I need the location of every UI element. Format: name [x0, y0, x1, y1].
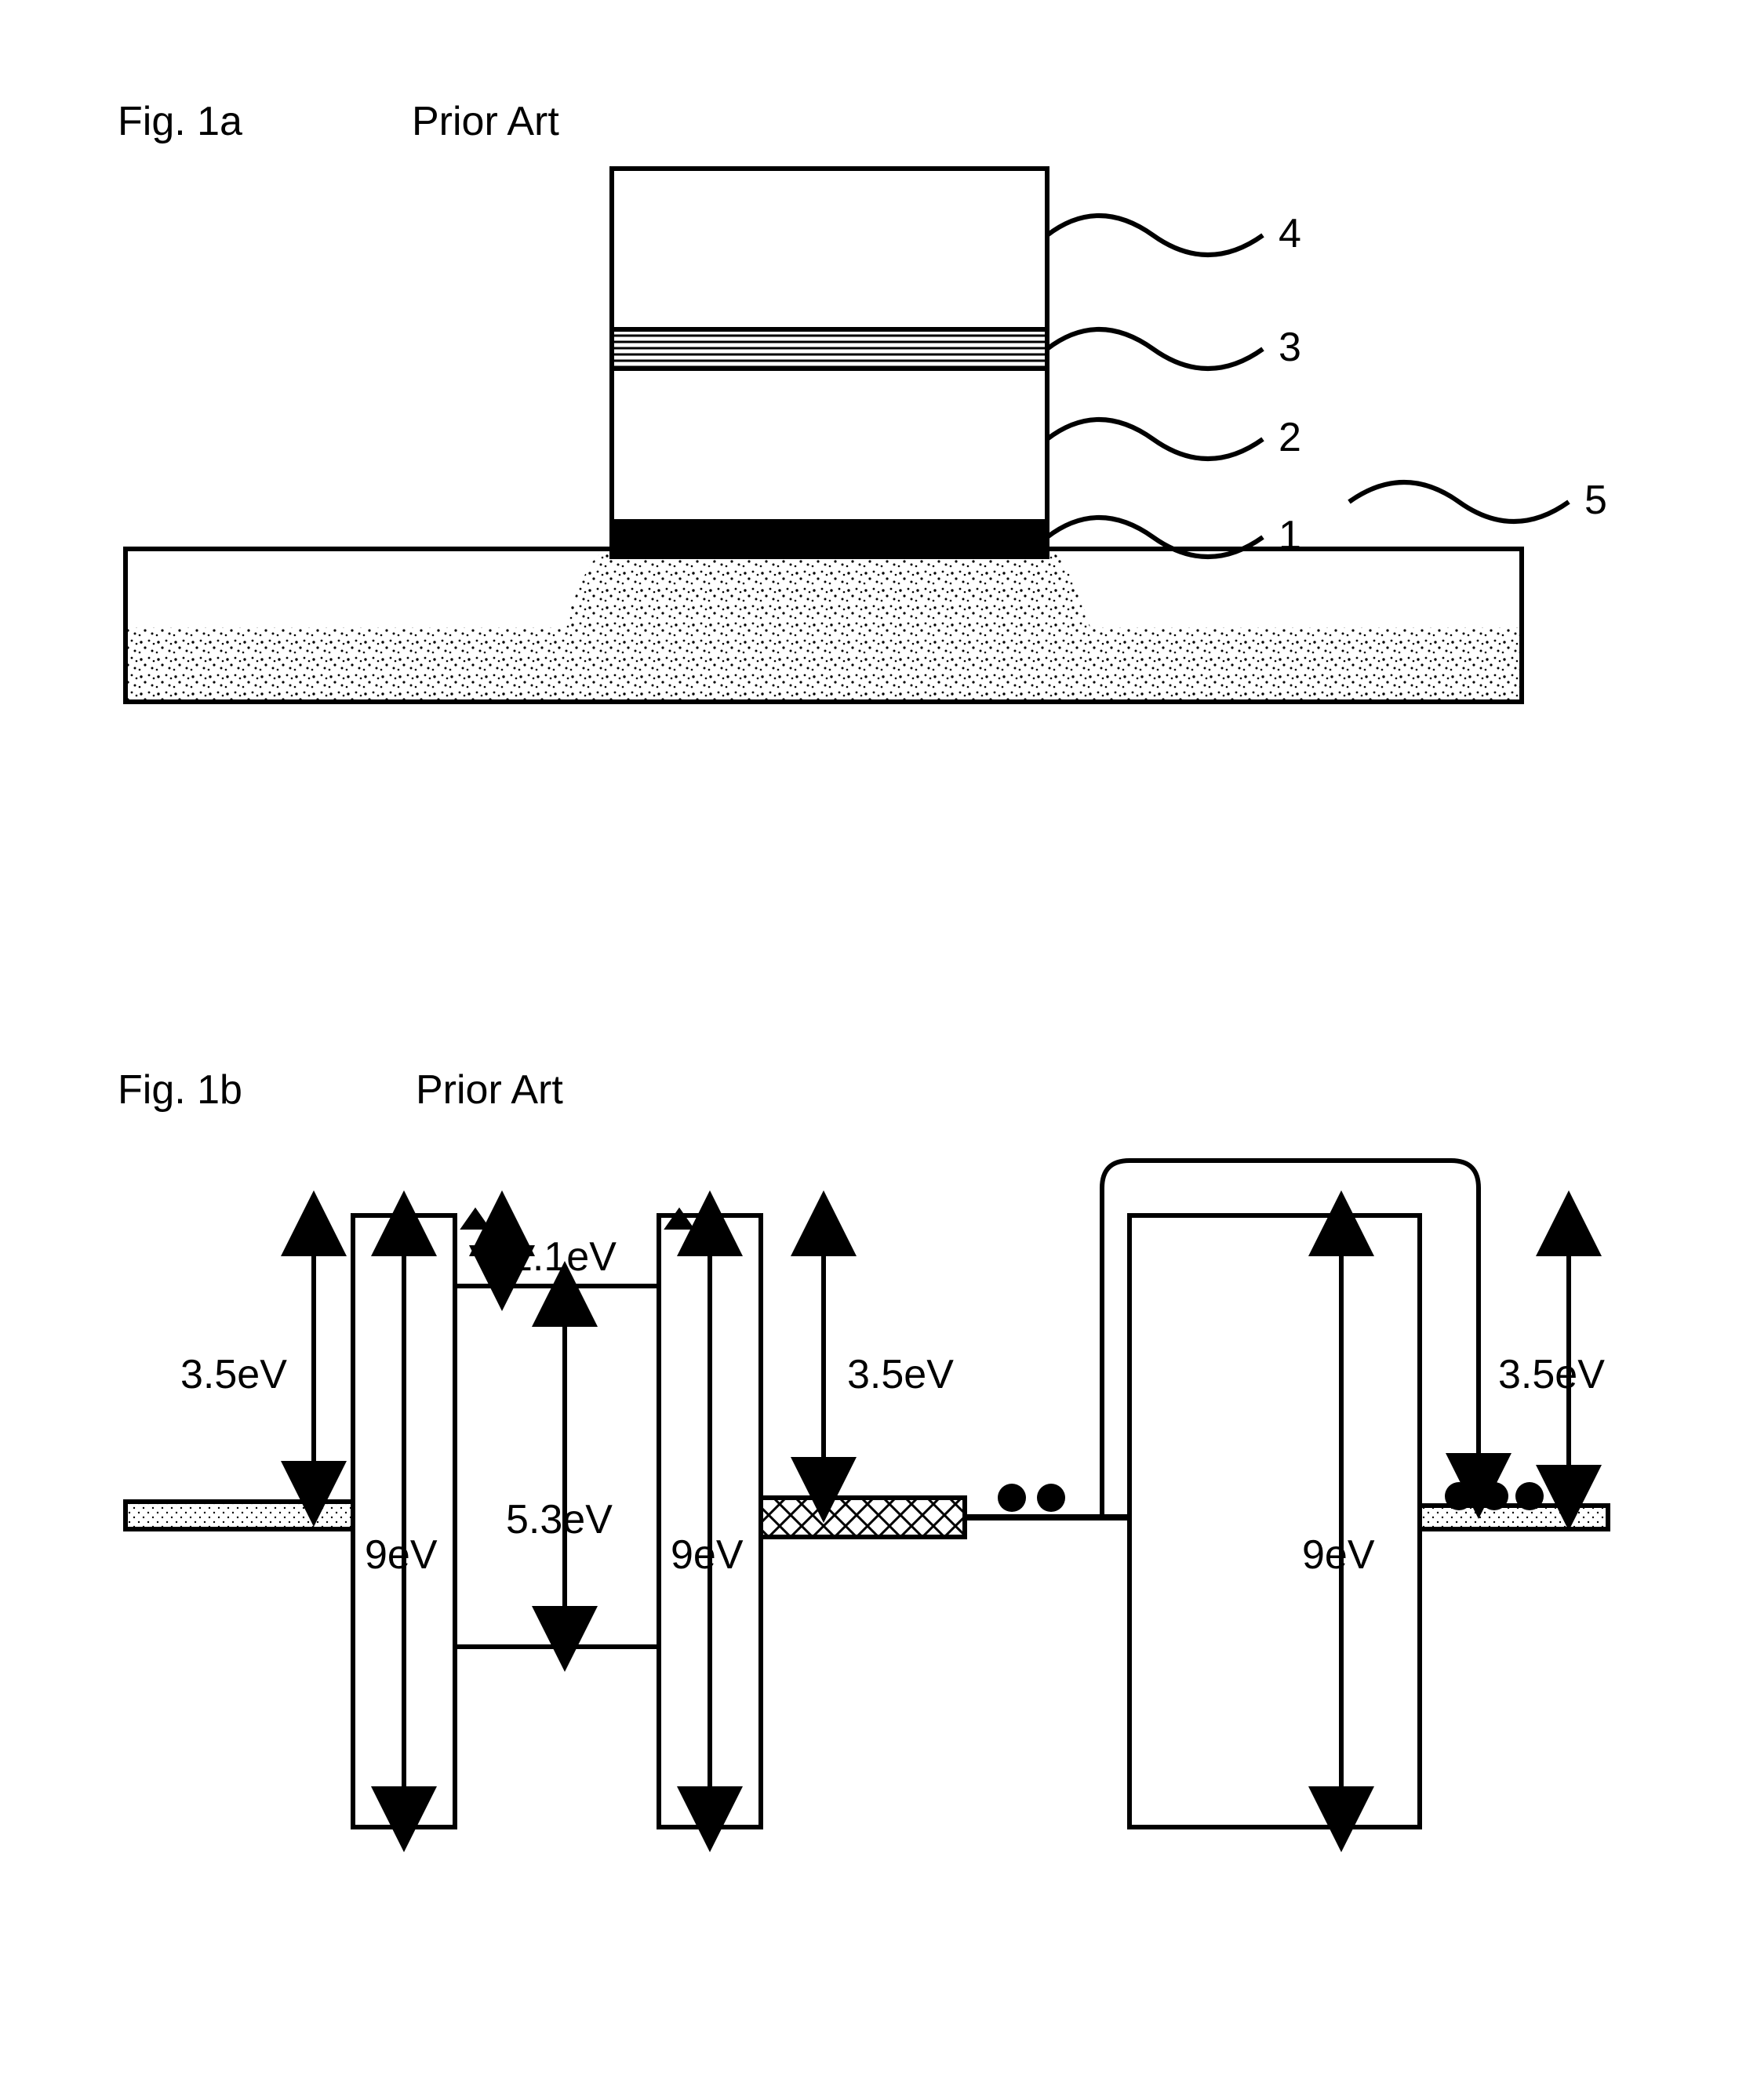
ref-1: 1	[1279, 513, 1301, 558]
label-5.3ev: 5.3eV	[506, 1497, 613, 1542]
electron-dot	[1445, 1482, 1473, 1510]
label-1.1ev: 1.1eV	[510, 1234, 617, 1280]
right-contact	[1420, 1506, 1608, 1529]
ref-4: 4	[1279, 211, 1301, 256]
layer-1	[612, 521, 1047, 557]
fig-1a-drawing: 4 3 2 1 5	[0, 0, 1757, 2100]
label-3.5ev-right: 3.5eV	[1498, 1352, 1605, 1397]
fig-1b-label: Fig. 1b	[118, 1066, 242, 1114]
gate-stack	[612, 169, 1047, 557]
ref-2: 2	[1279, 415, 1301, 460]
label-3.5ev-left: 3.5eV	[180, 1352, 287, 1397]
electron-dot	[1037, 1484, 1065, 1512]
trap-layer	[761, 1498, 965, 1537]
top-ticks	[464, 1212, 690, 1227]
substrate	[126, 549, 1522, 702]
label-3.5ev-mid: 3.5eV	[847, 1352, 954, 1397]
layer-2	[612, 369, 1047, 521]
left-contact	[126, 1502, 353, 1529]
electron-dot	[1515, 1482, 1544, 1510]
floating-gate-well	[455, 1286, 659, 1647]
fig-1b-drawing: 3.5eV 1.1eV 5.3eV 9eV 9eV 3.5eV 9eV 3.5e…	[126, 1161, 1608, 1827]
label-9ev-1: 9eV	[365, 1532, 438, 1578]
ref-5: 5	[1584, 478, 1607, 523]
label-9ev-3: 9eV	[1302, 1532, 1375, 1578]
layer-3	[612, 329, 1047, 369]
ref-leaders	[1047, 216, 1569, 557]
barrier-3	[1130, 1215, 1420, 1827]
ref-3: 3	[1279, 325, 1301, 370]
fig-1b-prior-art: Prior Art	[416, 1066, 563, 1114]
electron-dot	[1480, 1482, 1508, 1510]
label-9ev-2: 9eV	[671, 1532, 744, 1578]
page-root: Fig. 1a Prior Art	[0, 0, 1757, 2100]
electron-dot	[998, 1484, 1026, 1512]
layer-4	[612, 169, 1047, 329]
